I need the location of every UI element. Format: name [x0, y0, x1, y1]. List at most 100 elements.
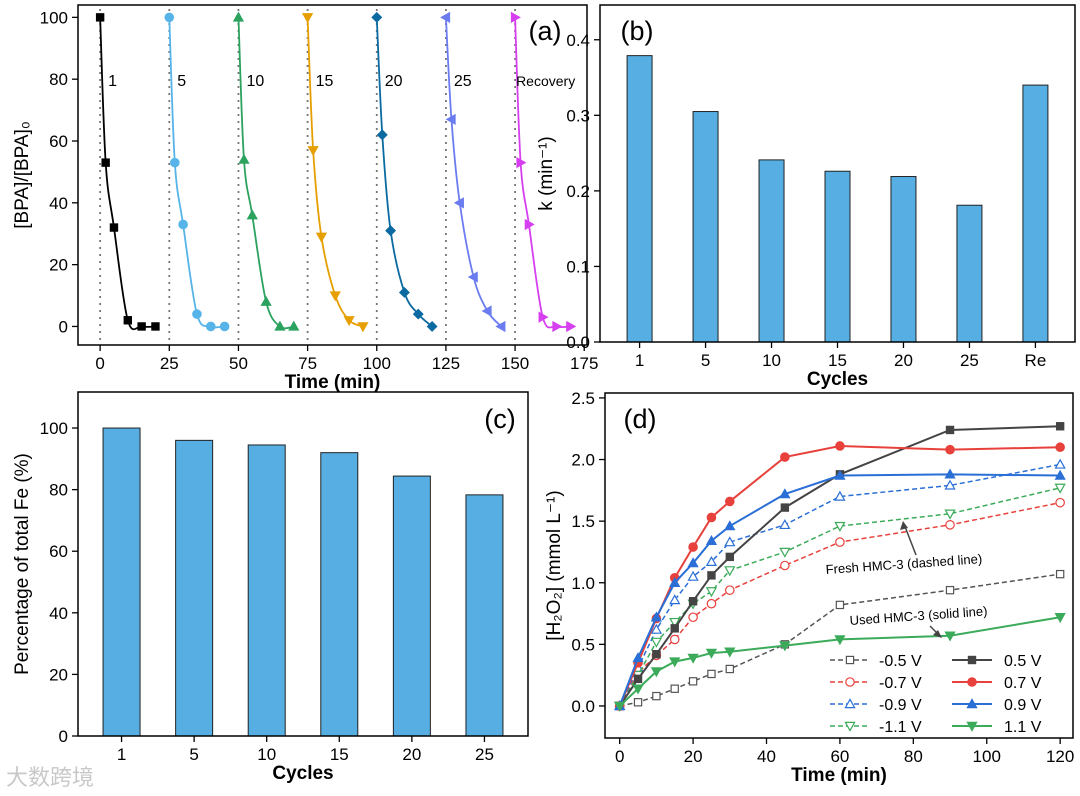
x-tick-label: 100 [363, 354, 391, 373]
x-tick-label: 20 [894, 351, 913, 370]
x-tick-label: 5 [701, 351, 710, 370]
data-point [151, 322, 160, 331]
x-tick-label: 25 [960, 351, 979, 370]
x-axis-label: Cycles [272, 763, 333, 784]
legend-marker [844, 721, 856, 732]
data-point [1054, 483, 1066, 494]
series--0.9V [614, 458, 1066, 711]
data-point [706, 512, 717, 523]
y-tick-label: 0.2 [566, 182, 590, 201]
series--1.1V [614, 483, 1066, 712]
x-tick-label: 1 [635, 351, 644, 370]
legend-marker [845, 677, 855, 687]
data-point [343, 316, 355, 327]
series-1.1V [614, 613, 1066, 712]
data-point [669, 576, 681, 587]
panel-label: (a) [529, 16, 562, 46]
annotation-fresh: Fresh HMC-3 (dashed line) [825, 551, 982, 577]
annotation-used: Used HMC-3 (solid line) [849, 603, 988, 628]
data-point [725, 552, 735, 562]
data-point [538, 311, 549, 323]
bar-20 [890, 176, 917, 343]
data-point [780, 452, 790, 462]
data-point [688, 542, 698, 552]
legend-item: 0.7 V [952, 675, 1042, 692]
data-point [652, 650, 661, 659]
bar-1 [102, 427, 141, 737]
data-point [566, 320, 577, 333]
series-0.5V [615, 422, 1065, 711]
legend: -0.5 V -0.7 V -0.9 V -1.1 V 0.5 V 0.7 V 0.9 V 1… [830, 653, 1042, 736]
y-axis-label: [BPA]/[BPA]₀ [12, 121, 33, 229]
x-tick-label: 40 [757, 747, 776, 766]
bar-15 [824, 170, 851, 343]
data-point [440, 11, 451, 23]
panel-b: 1 5 10 15 20 25 Re0.00.10.20.30.4k (min⁻¹)Cycl… [536, 4, 1076, 390]
data-point [1054, 458, 1066, 469]
data-point [412, 308, 424, 320]
y-tick-label: 80 [49, 70, 68, 89]
data-point [724, 566, 736, 577]
x-tick-label: 100 [973, 747, 1001, 766]
data-point [650, 667, 663, 678]
cycle-label: 5 [177, 73, 186, 90]
series-line [619, 487, 1061, 707]
x-tick-label: 150 [501, 354, 529, 373]
bar-25 [465, 494, 504, 737]
y-tick-label: 40 [49, 194, 68, 213]
data-point [707, 669, 716, 679]
data-point [779, 641, 791, 652]
data-point [944, 468, 956, 479]
x-tick-label: 15 [330, 745, 349, 764]
legend-marker [967, 677, 977, 687]
data-point [834, 469, 846, 480]
legend-marker [967, 655, 977, 665]
series-cycle-Recovery: Recovery [510, 11, 577, 333]
x-tick-label: 20 [402, 745, 421, 764]
data-point [1055, 422, 1065, 431]
x-tick-label: 50 [229, 354, 248, 373]
data-point [834, 635, 846, 646]
data-point [706, 598, 717, 609]
legend-label: -0.5 V [879, 653, 922, 670]
legend-label: -0.9 V [879, 697, 922, 714]
data-point [495, 320, 506, 333]
cycle-label: Recovery [516, 73, 575, 89]
data-point [246, 209, 258, 220]
cycle-label: 25 [454, 73, 472, 90]
data-point [1054, 469, 1066, 480]
data-point [238, 153, 250, 164]
series-line [237, 17, 294, 330]
x-tick-label: 5 [189, 745, 198, 764]
y-tick-label: 0.0 [571, 697, 595, 716]
data-point [260, 295, 272, 306]
legend-item: 0.5 V [952, 653, 1042, 670]
bar-5 [175, 439, 214, 737]
panel-label: (d) [624, 404, 657, 434]
data-point [669, 617, 681, 629]
data-point [669, 657, 681, 668]
series-line [375, 17, 433, 328]
plot-frame [604, 392, 1074, 739]
data-point [524, 218, 535, 231]
data-point [307, 146, 319, 157]
data-point [779, 547, 791, 558]
watermark: 大数跨境 [6, 766, 95, 791]
data-point [779, 488, 791, 499]
y-tick-label: 80 [49, 481, 68, 500]
plot-frame [599, 4, 1076, 343]
data-point [945, 425, 955, 435]
x-tick-label: 0 [615, 747, 624, 766]
data-point [315, 232, 328, 243]
bar-25 [956, 204, 983, 343]
legend-label: 0.7 V [1004, 675, 1042, 692]
data-point [669, 634, 680, 645]
data-point [705, 535, 718, 546]
legend-item: -0.7 V [830, 675, 922, 692]
data-point [945, 444, 955, 455]
data-point [834, 521, 846, 532]
series-cycle-25: 25 [440, 11, 506, 333]
data-point [670, 624, 679, 633]
legend-marker [966, 698, 978, 709]
plot-frame [77, 4, 588, 346]
